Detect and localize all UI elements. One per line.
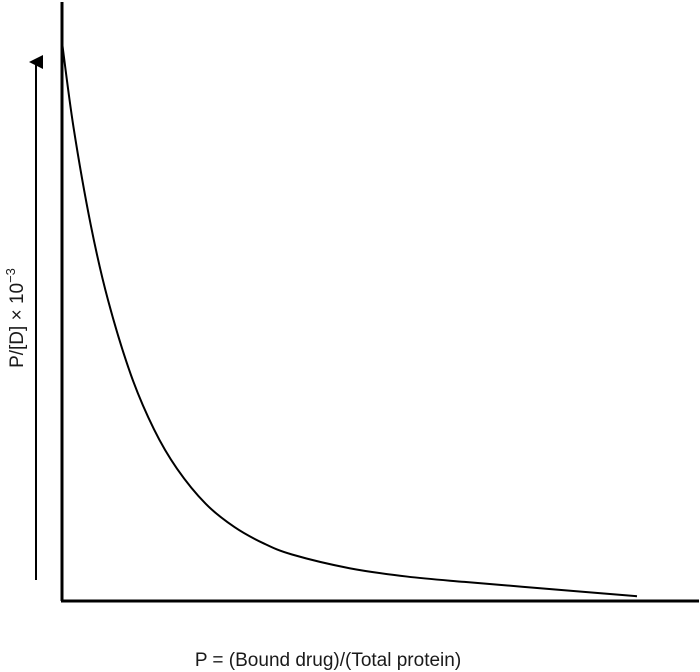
x-axis-label: P = (Bound drug)/(Total protein) — [195, 650, 461, 671]
series-line — [61, 41, 638, 598]
y-axis-label-exponent: −3 — [3, 268, 18, 283]
y-axis-label-main: P/[D] × 10 — [7, 283, 28, 368]
y-axis-label: P/[D] × 10−3 — [3, 268, 28, 368]
